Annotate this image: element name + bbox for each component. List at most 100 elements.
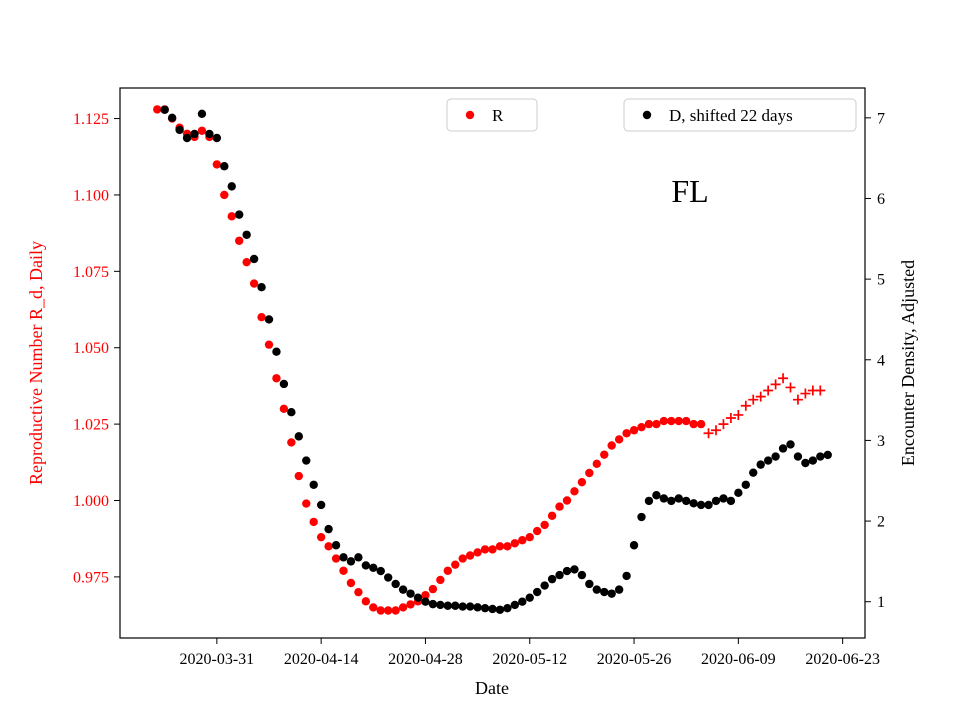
data-point-dot	[309, 480, 318, 489]
state-annotation: FL	[671, 173, 708, 209]
data-point-dot	[346, 578, 356, 588]
data-point-dot	[428, 584, 438, 594]
data-point-dot	[369, 563, 378, 573]
data-point-plus	[815, 385, 826, 396]
data-point-dot	[227, 212, 236, 221]
data-point-dot	[175, 125, 184, 135]
data-point-dot	[398, 585, 408, 594]
data-point-plus	[800, 388, 811, 399]
plot-area	[119, 87, 866, 639]
data-point-dot	[622, 429, 631, 438]
data-point-dot	[197, 126, 207, 135]
data-point-dot	[711, 496, 721, 506]
data-point-dot	[786, 440, 795, 449]
data-point-dot	[309, 517, 318, 527]
data-point-dot	[778, 444, 788, 453]
x-tick-label: 2020-04-14	[284, 651, 359, 668]
data-point-dot	[637, 512, 646, 522]
right-tick-label: 7	[877, 110, 885, 127]
right-tick-label: 5	[877, 272, 885, 289]
data-point-plus	[711, 425, 721, 436]
data-point-dot	[264, 315, 274, 324]
data-point-dot	[458, 554, 467, 563]
data-point-dot	[167, 113, 177, 123]
data-point-dot	[384, 573, 393, 582]
data-point-dot	[667, 416, 676, 426]
data-point-dot	[391, 579, 400, 589]
data-point-dot	[652, 419, 661, 429]
data-point-dot	[473, 603, 482, 612]
data-point-dot	[436, 600, 445, 610]
data-point-dot	[682, 496, 691, 506]
right-tick-label: 6	[877, 191, 885, 208]
data-point-dot	[421, 597, 430, 606]
left-tick-label: 1.050	[73, 340, 109, 357]
data-point-dot	[406, 589, 415, 598]
data-point-dot	[361, 561, 371, 570]
data-point-dot	[316, 500, 326, 510]
x-tick-label: 2020-03-31	[180, 651, 255, 668]
data-point-dot	[585, 579, 594, 589]
data-point-dot	[182, 133, 192, 143]
data-point-dot	[376, 606, 385, 615]
data-point-dot	[555, 502, 564, 511]
data-point-dot	[398, 603, 408, 612]
right-axis-ticks: 1 2 3 4 5 6 7	[865, 110, 885, 611]
left-tick-label: 0.975	[73, 569, 109, 586]
legend-d: D, shifted 22 days	[623, 98, 857, 132]
data-point-dot	[331, 554, 341, 563]
data-point-dot	[555, 570, 564, 580]
right-tick-label: 1	[877, 594, 885, 611]
x-axis-ticks: 2020-03-31 2020-04-14 2020-04-28 2020-05-12…	[180, 638, 880, 668]
data-point-dot	[533, 526, 542, 536]
data-point-dot	[689, 419, 698, 429]
data-point-dot	[287, 438, 296, 447]
data-point-dot	[771, 452, 780, 461]
data-point-dot	[242, 230, 251, 239]
data-point-dot	[324, 524, 333, 534]
data-point-dot	[562, 566, 572, 576]
data-point-dot	[644, 496, 654, 506]
data-point-dot	[488, 545, 497, 554]
data-point-dot	[793, 452, 803, 461]
data-point-dot	[339, 566, 348, 575]
left-tick-label: 1.025	[73, 417, 109, 434]
data-point-dot	[503, 603, 512, 613]
data-point-dot	[547, 574, 557, 584]
data-point-dot	[547, 511, 557, 520]
data-point-dot	[741, 480, 750, 489]
data-point-dot	[726, 496, 736, 506]
data-point-dot	[257, 282, 266, 292]
data-point-dot	[495, 605, 505, 614]
right-tick-label: 2	[877, 514, 885, 531]
data-point-dot	[674, 416, 683, 426]
data-point-dot	[570, 487, 579, 496]
data-point-dot	[294, 432, 303, 441]
data-point-dot	[667, 496, 676, 506]
data-point-plus	[785, 382, 796, 393]
data-point-dot	[197, 109, 207, 119]
data-point-dot	[220, 190, 229, 200]
data-point-dot	[212, 160, 222, 169]
data-point-dot	[153, 105, 162, 114]
data-point-dot	[644, 419, 654, 429]
data-point-dot	[220, 162, 229, 171]
data-point-dot	[629, 541, 639, 550]
data-point-plus	[748, 394, 759, 405]
data-point-dot	[637, 422, 646, 432]
data-point-dot	[488, 604, 497, 614]
data-point-dot	[614, 585, 624, 594]
data-point-dot	[674, 494, 683, 503]
x-tick-label: 2020-05-12	[492, 651, 567, 668]
legend-d-label: D, shifted 22 days	[669, 106, 793, 125]
data-point-dot	[614, 435, 624, 444]
data-point-dot	[354, 587, 363, 597]
data-point-dot	[816, 452, 825, 461]
data-point-dot	[592, 459, 601, 469]
data-point-dot	[376, 566, 385, 576]
data-point-dot	[227, 182, 236, 191]
data-point-dot	[510, 600, 520, 610]
data-point-dot	[279, 404, 289, 414]
data-point-dot	[369, 603, 378, 612]
legend-r-label: R	[492, 106, 504, 125]
